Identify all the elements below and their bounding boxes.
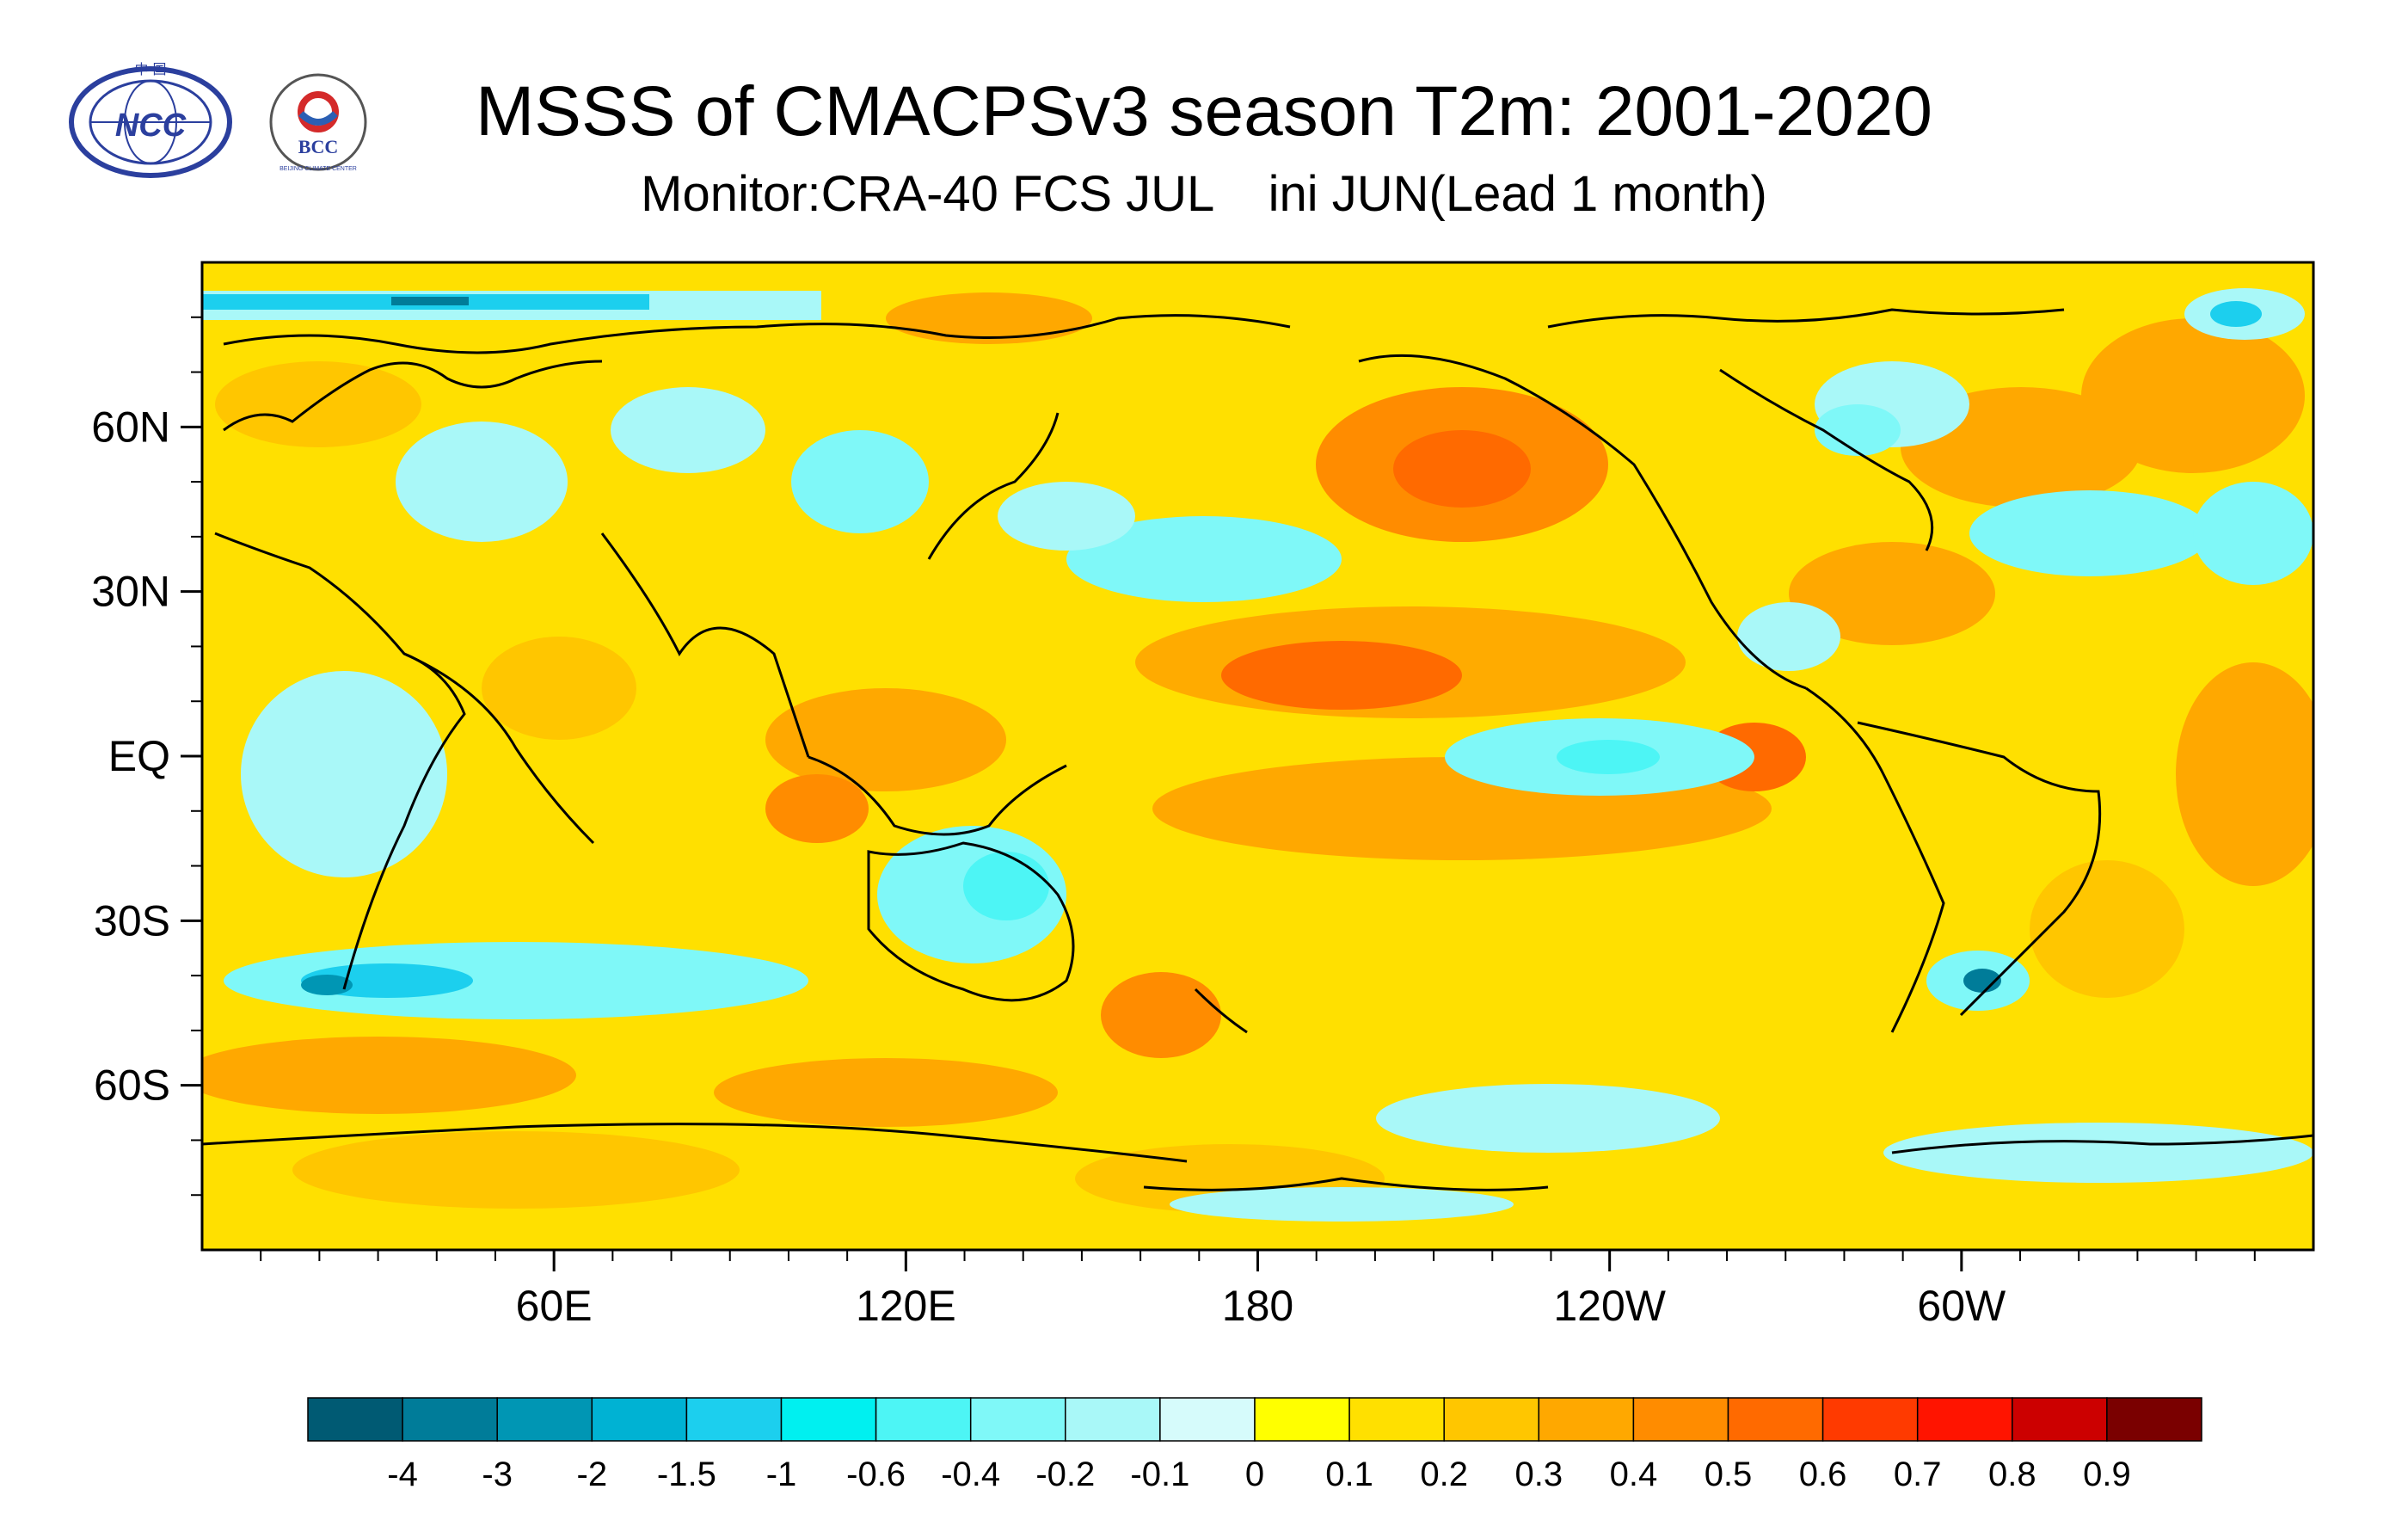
colorbar-swatch <box>1916 1397 2013 1442</box>
colorbar-swatch <box>1443 1397 1540 1442</box>
lon-tick-label: 120E <box>856 1282 956 1330</box>
colorbar-swatch <box>1821 1397 1919 1442</box>
colorbar-swatch <box>402 1397 498 1442</box>
colorbar-labels: -4 -3 -2 -1.5 -1 -0.6 -0.4 -0.2 -0.1 0 0.1 0.2 0.3 0.… <box>387 1456 2130 1493</box>
lon-tick-label: 60W <box>1917 1282 2006 1330</box>
colorbar-swatch <box>1065 1397 1161 1442</box>
colorbar-label: 0.7 <box>1894 1456 1942 1493</box>
colorbar-swatch <box>496 1397 593 1442</box>
colorbar-label: 0.4 <box>1610 1456 1658 1493</box>
colorbar-label: -0.2 <box>1035 1456 1095 1493</box>
lat-tick-label: 60S <box>94 1062 170 1110</box>
svg-text:BEIJING CLIMATE CENTER: BEIJING CLIMATE CENTER <box>280 166 357 172</box>
colorbar-label: -0.4 <box>941 1456 1000 1493</box>
colorbar-swatch <box>1254 1397 1350 1442</box>
lat-tick-label: 30N <box>91 568 170 616</box>
lon-axis: 60E 120E 180 120W 60W <box>260 1250 2256 1330</box>
lon-tick-label: 60E <box>516 1282 593 1330</box>
colorbar-label: -3 <box>482 1456 513 1493</box>
colorbar-swatch <box>969 1397 1066 1442</box>
colorbar-swatch <box>2012 1397 2108 1442</box>
colorbar-label: -4 <box>387 1456 418 1493</box>
lon-tick-label: 120W <box>1553 1282 1666 1330</box>
page-title: MSSS of CMACPSv3 season T2m: 2001-2020 <box>476 72 1932 151</box>
colorbar-swatch <box>685 1397 783 1442</box>
colorbar-swatch <box>2106 1397 2202 1442</box>
lat-tick-label: 30S <box>94 896 170 945</box>
ncc-logo: NCC 中 国 <box>69 61 232 178</box>
colorbar-swatch <box>780 1397 877 1442</box>
colorbar-label: -2 <box>577 1456 608 1493</box>
colorbar-label: 0.8 <box>1988 1456 2036 1493</box>
colorbar-swatch <box>1159 1397 1256 1442</box>
svg-text:BCC: BCC <box>298 136 338 157</box>
colorbar <box>307 1397 2202 1442</box>
lat-axis: 60N 30N EQ 30S 60S <box>91 316 202 1197</box>
coastlines <box>202 308 2313 1191</box>
colorbar-swatch <box>1538 1397 1635 1442</box>
colorbar-label: 0.2 <box>1420 1456 1468 1493</box>
svg-text:中 国: 中 国 <box>134 61 166 77</box>
colorbar-swatch <box>1632 1397 1729 1442</box>
colorbar-swatch <box>1727 1397 1824 1442</box>
colorbar-label: 0.6 <box>1799 1456 1847 1493</box>
colorbar-swatch <box>1348 1397 1445 1442</box>
lon-tick-label: 180 <box>1222 1282 1293 1330</box>
map-field <box>202 262 2313 1250</box>
colorbar-label: 0.3 <box>1514 1456 1563 1493</box>
colorbar-label: -0.6 <box>846 1456 906 1493</box>
page-subtitle: Monitor:CRA-40 FCS JUL ini JUN(Lead 1 mo… <box>641 166 1767 222</box>
lat-tick-label: 60N <box>91 403 170 451</box>
lat-tick-label: EQ <box>108 732 170 780</box>
colorbar-swatch <box>307 1397 403 1442</box>
logos: NCC 中 国 BCC BEIJING CLIMATE CENTER <box>69 61 367 178</box>
colorbar-swatch <box>591 1397 688 1442</box>
colorbar-swatch <box>875 1397 972 1442</box>
colorbar-label: 0.1 <box>1325 1456 1373 1493</box>
bcc-logo: BCC BEIJING CLIMATE CENTER <box>269 73 367 172</box>
colorbar-label: 0 <box>1245 1456 1264 1493</box>
svg-text:NCC: NCC <box>115 108 187 144</box>
colorbar-label: -1.5 <box>657 1456 716 1493</box>
colorbar-label: -1 <box>766 1456 797 1493</box>
colorbar-label: 0.5 <box>1705 1456 1753 1493</box>
colorbar-label: -0.1 <box>1130 1456 1189 1493</box>
colorbar-label: 0.9 <box>2083 1456 2131 1493</box>
warm-regions <box>202 292 2313 1213</box>
